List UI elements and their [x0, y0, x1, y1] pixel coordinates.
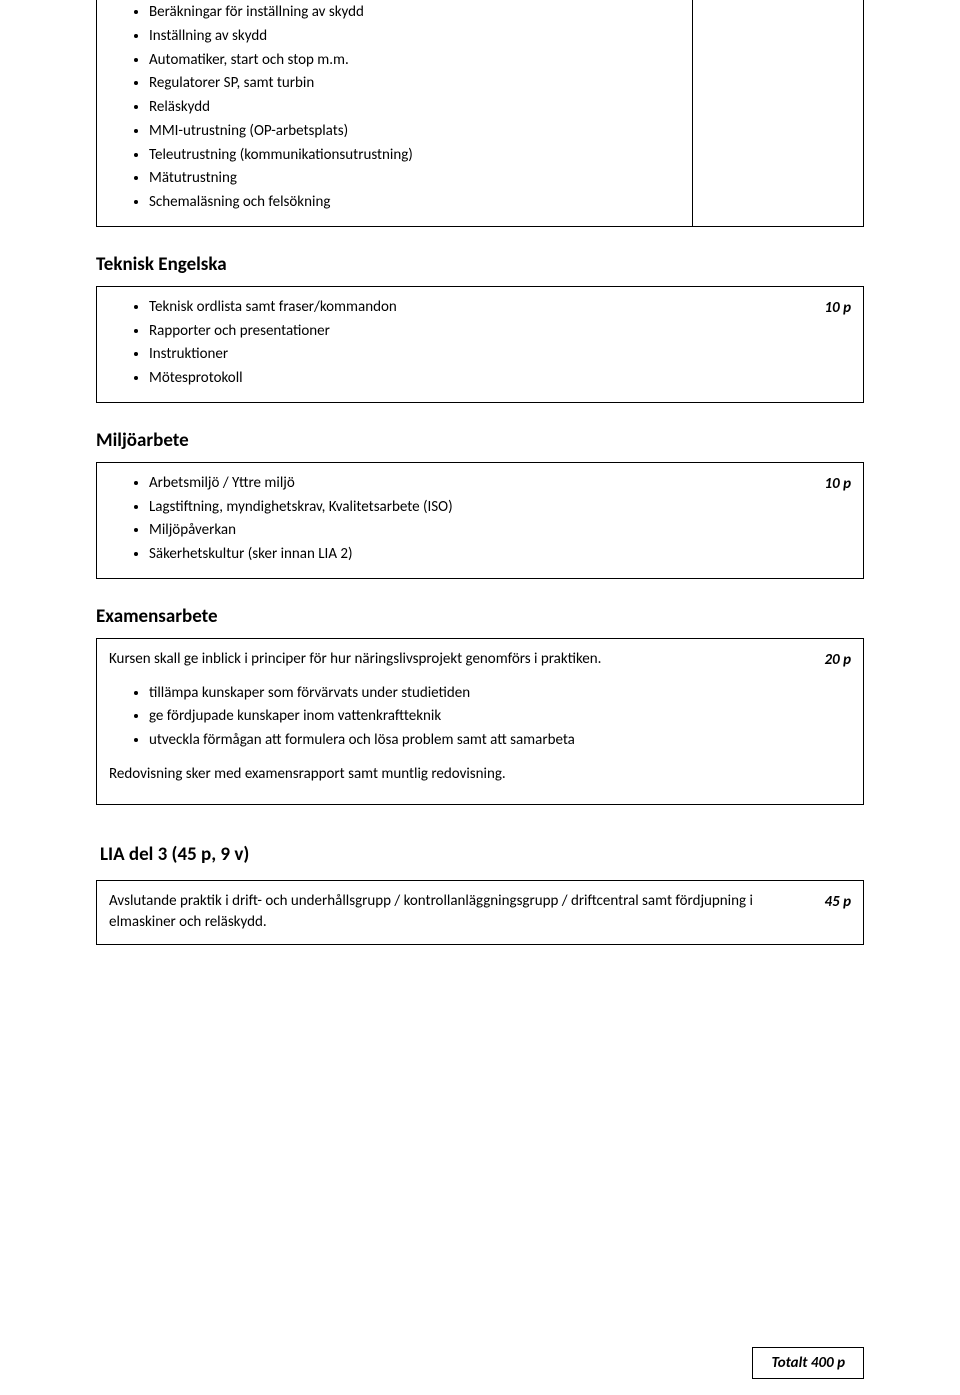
examensarbete-intro: Kursen skall ge inblick i principer för … [109, 649, 771, 671]
teknisk-engelska-box: Teknisk ordlista samt fraser/kommandon R… [96, 286, 864, 403]
top-right-column [693, 0, 864, 227]
list-item: ge fördjupade kunskaper inom vattenkraft… [149, 706, 771, 728]
list-item: Schemaläsning och felsökning [149, 192, 680, 214]
lia3-box: Avslutande praktik i drift- och underhål… [96, 880, 864, 946]
examensarbete-points: 20 p [771, 649, 851, 669]
section-heading-lia3: LIA del 3 (45 p, 9 v) [100, 843, 864, 866]
examensarbete-outro: Redovisning sker med examensrapport samt… [109, 764, 771, 786]
list-item: Instruktioner [149, 344, 771, 366]
list-item: Mötesprotokoll [149, 368, 771, 390]
list-item: utveckla förmågan att formulera och lösa… [149, 730, 771, 752]
section-heading-miljoarbete: Miljöarbete [96, 429, 864, 452]
lia3-points: 45 p [771, 891, 851, 911]
top-continuation-box: Beräkningar för inställning av skydd Ins… [96, 0, 864, 227]
list-item: Miljöpåverkan [149, 520, 771, 542]
list-item: Inställning av skydd [149, 26, 680, 48]
section-heading-teknisk-engelska: Teknisk Engelska [96, 253, 864, 276]
teknisk-engelska-points: 10 p [771, 297, 851, 317]
list-item: Mätutrustning [149, 168, 680, 190]
list-item: Teleutrustning (kommunikationsutrustning… [149, 145, 680, 167]
list-item: Lagstiftning, myndighetskrav, Kvalitetsa… [149, 497, 771, 519]
list-item: Teknisk ordlista samt fraser/kommandon [149, 297, 771, 319]
teknisk-engelska-list: Teknisk ordlista samt fraser/kommandon R… [109, 297, 771, 390]
section-heading-examensarbete: Examensarbete [96, 605, 864, 628]
miljoarbete-points: 10 p [771, 473, 851, 493]
miljoarbete-list: Arbetsmiljö / Yttre miljö Lagstiftning, … [109, 473, 771, 566]
list-item: MMI-utrustning (OP-arbetsplats) [149, 121, 680, 143]
miljoarbete-box: Arbetsmiljö / Yttre miljö Lagstiftning, … [96, 462, 864, 579]
list-item: Automatiker, start och stop m.m. [149, 50, 680, 72]
list-item: Beräkningar för inställning av skydd [149, 2, 680, 24]
lia3-text: Avslutande praktik i drift- och underhål… [109, 891, 771, 935]
examensarbete-list: tillämpa kunskaper som förvärvats under … [109, 683, 771, 752]
list-item: Regulatorer SP, samt turbin [149, 73, 680, 95]
top-items-list: Beräkningar för inställning av skydd Ins… [109, 2, 680, 214]
list-item: Arbetsmiljö / Yttre miljö [149, 473, 771, 495]
top-left-column: Beräkningar för inställning av skydd Ins… [96, 0, 693, 227]
total-box: Totalt 400 p [752, 1347, 864, 1379]
list-item: Rapporter och presentationer [149, 321, 771, 343]
list-item: tillämpa kunskaper som förvärvats under … [149, 683, 771, 705]
examensarbete-box: Kursen skall ge inblick i principer för … [96, 638, 864, 805]
list-item: Reläskydd [149, 97, 680, 119]
list-item: Säkerhetskultur (sker innan LIA 2) [149, 544, 771, 566]
